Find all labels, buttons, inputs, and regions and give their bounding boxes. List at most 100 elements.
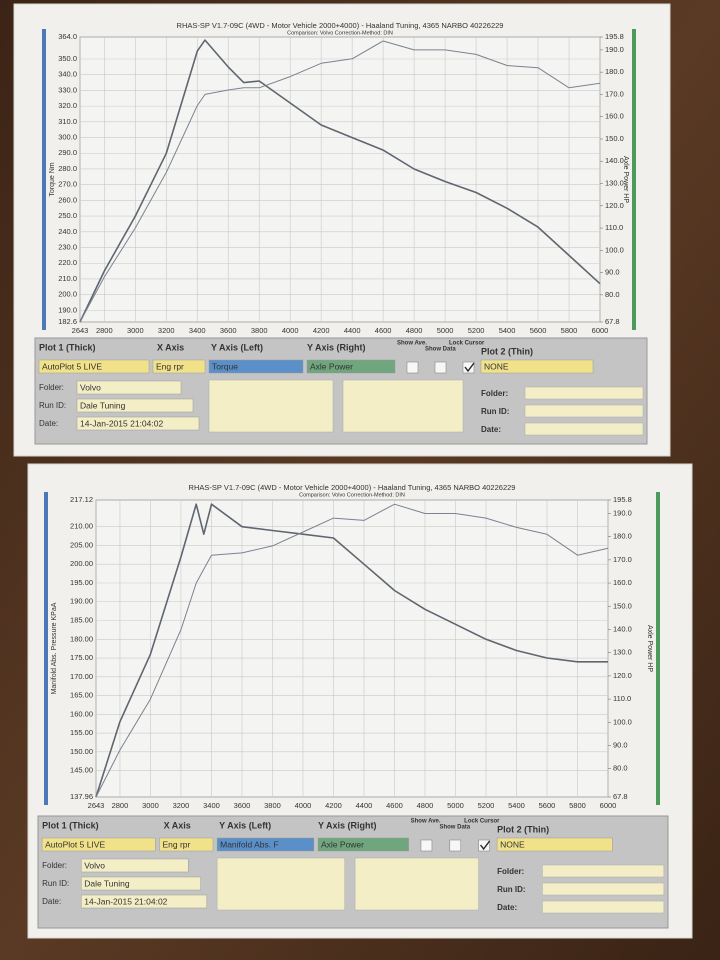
y2-tick-label: 67.8 xyxy=(613,792,628,801)
left-axis-bar xyxy=(44,492,48,805)
field-label: Show Ave. xyxy=(411,819,441,825)
y2-tick-label: 140.0 xyxy=(613,624,632,633)
field-label: Folder: xyxy=(481,389,508,398)
field-value: Dale Tuning xyxy=(84,878,130,888)
y-tick-label: 210.00 xyxy=(70,522,93,531)
field-value: NONE xyxy=(484,361,509,371)
field-label: Plot 1 (Thick) xyxy=(39,342,96,352)
empty-field xyxy=(216,857,346,911)
x-tick-label: 4400 xyxy=(344,326,361,335)
field-box xyxy=(76,416,200,431)
field-box xyxy=(306,359,396,374)
y-tick-label: 290.0 xyxy=(58,148,77,157)
y2-tick-label: 170.0 xyxy=(605,89,624,98)
y-tick-label: 200.0 xyxy=(58,290,77,299)
field-value: NONE xyxy=(500,839,525,849)
x-tick-label: 4200 xyxy=(325,801,342,810)
x-tick-label: 3400 xyxy=(203,801,220,810)
x-tick-label: 3600 xyxy=(220,326,237,335)
x-tick-label: 5400 xyxy=(499,326,516,335)
field-label: Show Data xyxy=(439,825,470,831)
right-axis-bar xyxy=(632,29,636,330)
field-value: AutoPlot 5 LIVE xyxy=(42,361,102,371)
x-tick-label: 3400 xyxy=(189,326,206,335)
empty-field xyxy=(524,422,644,436)
y2-tick-label: 90.0 xyxy=(613,740,628,749)
field-label: Run ID: xyxy=(481,407,509,416)
field-box xyxy=(80,876,201,891)
x-tick-label: 5000 xyxy=(437,326,454,335)
y2-tick-label: 110.0 xyxy=(605,223,623,232)
field-box xyxy=(76,380,182,395)
y-tick-label: 364.0 xyxy=(58,32,77,41)
x-tick-label: 3000 xyxy=(142,801,159,810)
x-tick-label: 6000 xyxy=(600,801,617,810)
y2-tick-label: 100.0 xyxy=(605,245,624,254)
field-box xyxy=(152,359,206,374)
y-tick-label: 280.0 xyxy=(58,164,77,173)
field-label: Folder: xyxy=(39,383,64,392)
x-tick-label: 3600 xyxy=(234,801,251,810)
field-value: Volvo xyxy=(80,382,101,392)
field-box xyxy=(317,837,409,852)
y2-tick-label: 160.0 xyxy=(605,112,624,121)
x-tick-label: 3000 xyxy=(127,326,144,335)
x-tick-label: 2800 xyxy=(112,801,129,810)
field-label: Lock Cursor xyxy=(449,341,485,347)
x-tick-label: 5000 xyxy=(447,801,464,810)
field-label: X Axis xyxy=(164,820,191,830)
field-label: Lock Cursor xyxy=(464,819,500,825)
y2-tick-label: 160.0 xyxy=(613,578,632,587)
y-tick-label: 165.00 xyxy=(70,691,93,700)
field-box xyxy=(38,359,150,374)
y-tick-label: 190.00 xyxy=(70,597,93,606)
field-box xyxy=(480,359,594,374)
field-label: Date: xyxy=(497,903,517,912)
field-box xyxy=(80,858,189,873)
checkbox xyxy=(406,361,419,374)
y2-tick-label: 170.0 xyxy=(613,555,632,564)
y-tick-label: 220.0 xyxy=(58,258,77,267)
field-value: 14-Jan-2015 21:04:02 xyxy=(80,418,163,428)
y-tick-label: 170.00 xyxy=(70,672,93,681)
y-tick-label: 330.0 xyxy=(58,85,77,94)
field-box xyxy=(76,398,194,413)
x-tick-label: 4400 xyxy=(356,801,373,810)
x-tick-label: 2643 xyxy=(72,326,89,335)
checkbox xyxy=(462,361,475,374)
x-tick-label: 2643 xyxy=(88,801,105,810)
field-value: Axle Power xyxy=(321,839,364,849)
y2-tick-label: 195.8 xyxy=(613,495,632,504)
y2-tick-label: 140.0 xyxy=(605,156,624,165)
y-tick-label: 145.00 xyxy=(70,766,93,775)
x-tick-label: 4000 xyxy=(282,326,299,335)
checkmark xyxy=(480,840,491,851)
y2-tick-label: 90.0 xyxy=(605,268,620,277)
chart-subtitle: Comparison: Volvo Correction-Method: DIN xyxy=(299,492,405,498)
right-axis-bar xyxy=(656,492,660,805)
x-tick-label: 5800 xyxy=(561,326,578,335)
y2-tick-label: 150.0 xyxy=(613,601,632,610)
y2-tick-label: 190.0 xyxy=(613,508,632,517)
y2-tick-label: 80.0 xyxy=(605,290,620,299)
x-tick-label: 5800 xyxy=(569,801,586,810)
x-tick-label: 5200 xyxy=(468,326,485,335)
y-tick-label: 320.0 xyxy=(58,101,77,110)
field-label: Date: xyxy=(42,897,61,906)
field-label: Run ID: xyxy=(39,401,66,410)
empty-field xyxy=(542,864,665,878)
field-value: AutoPlot 5 LIVE xyxy=(45,839,105,849)
empty-field xyxy=(208,379,334,433)
y2-axis-label: Axle Power HP xyxy=(622,156,629,203)
x-tick-label: 4600 xyxy=(375,326,392,335)
y2-tick-label: 195.8 xyxy=(605,32,624,41)
field-value: Eng rpr xyxy=(156,361,184,371)
field-label: Show Ave. xyxy=(397,341,427,347)
field-label: Folder: xyxy=(42,861,67,870)
field-label: Y Axis (Right) xyxy=(318,820,377,830)
field-box xyxy=(496,837,613,852)
checkbox xyxy=(449,839,462,852)
y-tick-label: 340.0 xyxy=(58,70,77,79)
y2-tick-label: 67.8 xyxy=(605,317,620,326)
